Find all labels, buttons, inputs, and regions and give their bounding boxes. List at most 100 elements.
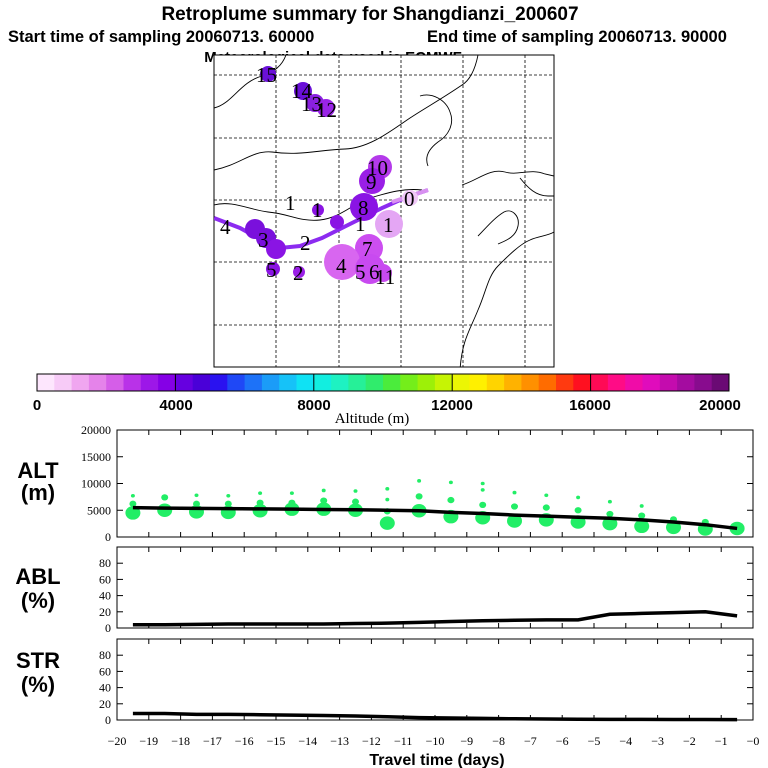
x-tick-label: −2 — [683, 734, 696, 748]
cluster-marker — [638, 512, 646, 519]
y-tick-label: 40 — [99, 589, 111, 603]
x-tick-label: −1 — [715, 734, 728, 748]
series-line — [132, 610, 738, 627]
series-line — [132, 711, 738, 722]
panel-frame — [116, 638, 754, 721]
colorbar-segment — [590, 374, 609, 391]
cluster-label: 1 — [285, 191, 296, 215]
alt-panel-unit: (m) — [21, 480, 55, 505]
colorbar-segment — [486, 374, 505, 391]
cluster-marker — [634, 519, 650, 534]
cluster-marker — [161, 494, 169, 501]
colorbar-segment — [677, 374, 695, 391]
colorbar-segment — [279, 374, 297, 391]
cluster-label: 0 — [404, 187, 415, 211]
cluster-marker — [288, 499, 296, 506]
colorbar-segment — [37, 374, 55, 391]
colorbar-segment — [383, 374, 401, 391]
cluster-label: 2 — [293, 261, 304, 285]
cluster-marker — [507, 514, 522, 528]
cluster-marker — [385, 497, 390, 502]
x-tick-label: −15 — [267, 734, 286, 748]
colorbar-frame — [36, 373, 730, 392]
cluster-label: 5 — [355, 260, 366, 284]
x-tick-label: −13 — [330, 734, 349, 748]
retroplume-clusters — [245, 66, 418, 284]
x-tick-label: −17 — [203, 734, 222, 748]
y-tick-label: 80 — [99, 556, 111, 570]
colorbar-segment — [607, 374, 626, 391]
cluster-circle — [350, 193, 378, 221]
cluster-marker — [353, 489, 358, 493]
colorbar-segment — [192, 374, 211, 391]
cluster-marker — [157, 503, 173, 517]
cluster-marker — [193, 500, 200, 507]
cluster-circle — [266, 262, 280, 276]
y-tick-label: 10000 — [81, 477, 111, 491]
cluster-marker — [607, 499, 612, 504]
cluster-circle — [293, 266, 305, 278]
x-tick-label: −4 — [619, 734, 632, 748]
start-time-label: Start time of sampling 20060713. 60000 — [8, 28, 314, 46]
colorbar-segment — [140, 374, 159, 391]
y-tick-label: 60 — [99, 664, 111, 678]
cluster-label: 14 — [291, 79, 313, 103]
colorbar-tick-labels: 0 4000 8000 12000 16000 20000 Altitude (… — [33, 397, 741, 427]
colorbar-segment — [313, 374, 332, 391]
colorbar-tick-label: 20000 — [699, 397, 741, 414]
y-tick-label: 80 — [99, 648, 111, 662]
cluster-marker — [479, 501, 487, 509]
x-tick-label: −3 — [651, 734, 664, 748]
x-tick-label: −9 — [460, 734, 473, 748]
cluster-label: 11 — [375, 265, 395, 289]
cluster-marker — [320, 497, 328, 504]
colorbar-segment — [400, 374, 419, 391]
cluster-label: 13 — [301, 92, 322, 116]
cluster-marker — [385, 487, 390, 491]
y-tick-label: 60 — [99, 572, 111, 586]
time-series-panels: 0 5000 10000 15000 20000 0 20 40 60 80 0 20 40 60 80 −2… — [81, 423, 759, 748]
cluster-circle — [324, 244, 360, 280]
y-tick-label: 0 — [105, 713, 111, 727]
cluster-circle — [260, 66, 276, 82]
x-tick-label: −10 — [426, 734, 445, 748]
cluster-circle — [330, 215, 344, 229]
cluster-label: 4 — [220, 215, 231, 239]
colorbar-segment — [556, 374, 574, 391]
panel-frame — [116, 546, 754, 629]
cluster-marker — [130, 494, 135, 498]
y-tick-label: 20 — [99, 697, 111, 711]
colorbar-segment — [711, 374, 730, 391]
x-tick-label: −5 — [588, 734, 601, 748]
x-tick-label: −8 — [492, 734, 505, 748]
cluster-circle — [312, 204, 324, 216]
cluster-circle — [294, 82, 312, 100]
y-tick-label: 0 — [105, 530, 111, 544]
x-axis-title: Travel time (days) — [369, 752, 504, 768]
colorbar-segment — [348, 374, 367, 391]
colorbar-segment — [210, 374, 228, 391]
cluster-label: 10 — [367, 156, 388, 180]
cluster-label: 9 — [366, 170, 377, 194]
figure-title: Retroplume summary for Shangdianzi_20060… — [161, 4, 578, 25]
cluster-label: 3 — [258, 228, 269, 252]
colorbar-segment — [71, 374, 90, 391]
abl-panel-unit: (%) — [21, 588, 55, 613]
cluster-marker — [256, 499, 264, 506]
cluster-label: 8 — [358, 196, 369, 220]
map-borders — [214, 55, 554, 367]
colorbar-segment — [175, 374, 194, 391]
cluster-label: 1 — [355, 212, 366, 236]
cluster-marker — [512, 490, 517, 495]
cluster-marker — [379, 516, 395, 530]
cluster-label: 15 — [256, 63, 277, 87]
colorbar-tick-label: 8000 — [297, 397, 330, 414]
cluster-marker — [448, 480, 453, 485]
cluster-labels: 15 14 13 12 10 9 8 1 1 1 4 3 2 5 2 7 4 6… — [220, 63, 415, 289]
colorbar-segment — [694, 374, 713, 391]
str-panel-label: STR — [16, 648, 60, 673]
cluster-label: 7 — [362, 237, 373, 261]
series-line — [132, 505, 738, 531]
abl-panel-label: ABL — [15, 564, 60, 589]
